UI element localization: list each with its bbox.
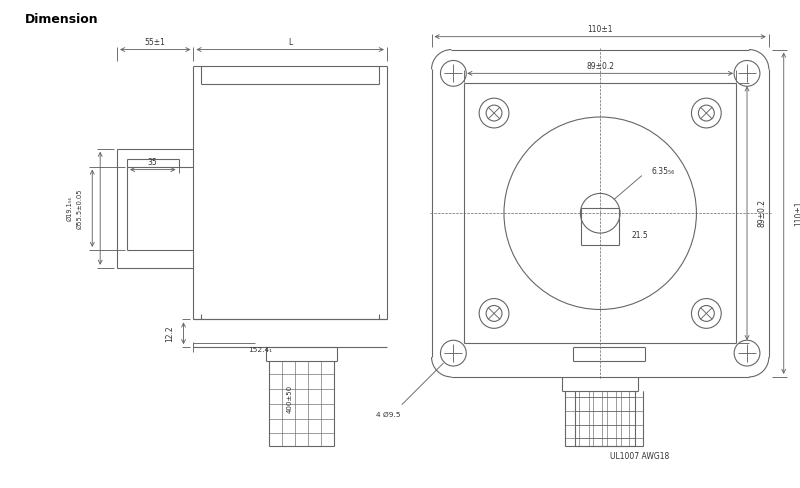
Text: L: L (288, 38, 292, 47)
Text: Ø55.5±0.05: Ø55.5±0.05 (76, 188, 82, 228)
Text: 21.5: 21.5 (632, 230, 649, 240)
Text: Dimension: Dimension (25, 13, 98, 26)
Text: 400±50: 400±50 (286, 385, 293, 413)
Text: 35: 35 (148, 158, 158, 167)
Text: 110±1: 110±1 (794, 201, 800, 226)
Text: 110±1: 110±1 (587, 25, 613, 34)
Text: 89±0.2: 89±0.2 (758, 199, 766, 227)
Text: UL1007 AWG18: UL1007 AWG18 (610, 452, 670, 461)
Text: 89±0.2: 89±0.2 (586, 62, 614, 71)
Text: Ø19.1₅₆: Ø19.1₅₆ (66, 196, 73, 221)
Text: 4 Ø9.5: 4 Ø9.5 (376, 412, 401, 418)
Text: 12.2: 12.2 (165, 325, 174, 342)
Text: 6.35₅₆: 6.35₅₆ (652, 167, 675, 176)
Text: 55±1: 55±1 (145, 38, 166, 47)
Text: 152.4₁: 152.4₁ (248, 347, 272, 353)
